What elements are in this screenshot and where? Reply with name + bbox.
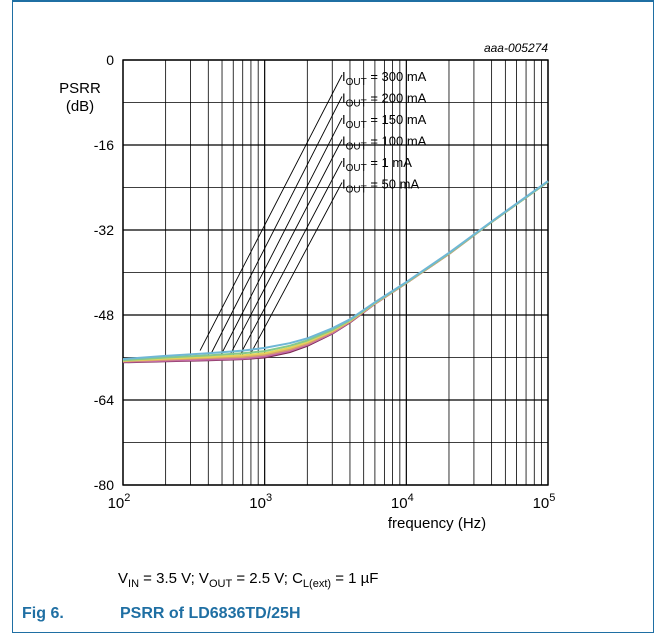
series-line: [122, 180, 549, 361]
x-tick-label: 102: [108, 492, 131, 512]
vout-symbol: V: [198, 570, 209, 587]
y-tick-label: 0: [106, 52, 114, 68]
vin-value: = 3.5 V;: [139, 570, 199, 587]
y-axis-label-line1: PSRR: [59, 80, 101, 97]
series-leader-line: [220, 117, 343, 356]
plot-border: [122, 59, 549, 486]
psrr-chart: aaa-005274 PSRR (dB) 0 -16 -32 -48 -64 -80 10…: [59, 41, 556, 532]
y-tick-label: -32: [94, 222, 114, 238]
series-label: IOUT = 200 mA: [342, 91, 427, 110]
figure-caption: Fig 6. PSRR of LD6836TD/25H: [22, 605, 301, 623]
x-tick-label: 105: [533, 492, 556, 512]
figure-frame: [12, 2, 654, 633]
grid: [122, 59, 549, 486]
test-conditions: VIN = 3.5 V; VOUT = 2.5 V; CL(ext) = 1 µ…: [118, 570, 378, 590]
series-label: IOUT = 100 mA: [342, 134, 427, 153]
series-leader-line: [199, 74, 343, 351]
y-tick-label: -64: [94, 392, 114, 408]
series-line: [122, 180, 549, 364]
series-leader-lines: [199, 74, 343, 360]
vout-subscript: OUT: [208, 578, 233, 590]
series-label: IOUT = 1 mA: [342, 155, 412, 174]
x-tick-labels: 102 103 104 105: [108, 492, 556, 512]
cl-subscript: L(ext): [302, 578, 332, 590]
series-line: [122, 180, 549, 363]
figure-ref-id: aaa-005274: [484, 41, 548, 55]
series-line: [122, 180, 549, 362]
cl-value: = 1 µF: [331, 570, 379, 587]
series-line: [122, 180, 549, 363]
x-tick-label: 103: [249, 492, 272, 512]
y-tick-labels: 0 -16 -32 -48 -64 -80: [94, 52, 114, 493]
series-label: IOUT = 150 mA: [342, 112, 427, 131]
figure-number: Fig 6.: [22, 605, 64, 622]
y-axis-label-line2: (dB): [66, 98, 94, 115]
series-labels: IOUT = 300 mA IOUT = 200 mA IOUT = 150 mA I…: [342, 69, 427, 196]
vout-value: = 2.5 V;: [232, 570, 293, 587]
y-tick-label: -16: [94, 137, 114, 153]
series-leader-line: [228, 139, 343, 358]
series-leader-line: [237, 160, 343, 359]
top-rule: [12, 0, 654, 2]
vin-symbol: V: [118, 570, 129, 587]
series-label: IOUT = 300 mA: [342, 69, 427, 88]
series-label: IOUT = 50 mA: [342, 177, 419, 196]
figure-title: PSRR of LD6836TD/25H: [120, 605, 301, 622]
series-leader-line: [210, 96, 343, 354]
series-lines: [122, 180, 549, 364]
x-tick-label: 104: [391, 492, 414, 512]
vin-subscript: IN: [128, 578, 140, 590]
x-axis-label: frequency (Hz): [388, 515, 486, 532]
y-tick-label: -48: [94, 307, 114, 323]
series-leader-line: [247, 182, 343, 360]
series-line: [122, 180, 549, 362]
cl-symbol: C: [292, 570, 303, 587]
y-tick-label: -80: [94, 477, 114, 493]
